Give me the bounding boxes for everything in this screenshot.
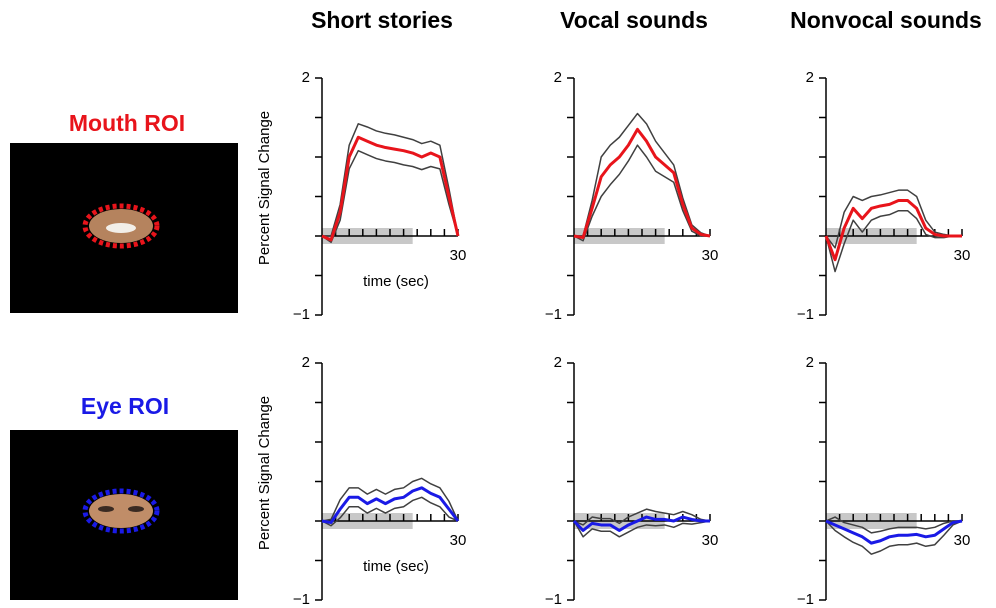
row-label: Eye ROI (81, 393, 169, 419)
y-tick-label: 2 (806, 354, 814, 371)
x-tick-label: 30 (954, 532, 971, 549)
x-tick-label: 30 (450, 532, 467, 549)
column-title: Short stories (311, 7, 453, 33)
mean-line (574, 129, 710, 237)
column-title: Nonvocal sounds (790, 7, 982, 33)
y-tick-label: −1 (545, 306, 562, 323)
y-axis-label: Percent Signal Change (256, 111, 273, 265)
x-axis-label: time (sec) (363, 273, 429, 290)
y-axis-label: Percent Signal Change (256, 396, 273, 550)
y-tick-label: 2 (302, 69, 310, 86)
y-tick-label: −1 (797, 306, 814, 323)
y-tick-label: 2 (302, 354, 310, 371)
y-tick-label: −1 (545, 591, 562, 608)
x-tick-label: 30 (450, 247, 467, 264)
row-label: Mouth ROI (69, 110, 185, 136)
y-tick-label: −1 (293, 306, 310, 323)
y-tick-label: −1 (797, 591, 814, 608)
eye-image (10, 430, 238, 600)
error-line (574, 114, 710, 236)
x-axis-label: time (sec) (363, 558, 429, 575)
column-title: Vocal sounds (560, 7, 708, 33)
y-tick-label: 2 (554, 354, 562, 371)
error-line (322, 124, 458, 236)
x-tick-label: 30 (702, 532, 719, 549)
y-tick-label: −1 (293, 591, 310, 608)
y-tick-label: 2 (806, 69, 814, 86)
x-tick-label: 30 (954, 247, 971, 264)
x-tick-label: 30 (702, 247, 719, 264)
figure: Mouth ROI Eye ROI Short stories −1 2 30 time… (0, 0, 996, 608)
y-tick-label: 2 (554, 69, 562, 86)
mouth-image (10, 143, 238, 313)
